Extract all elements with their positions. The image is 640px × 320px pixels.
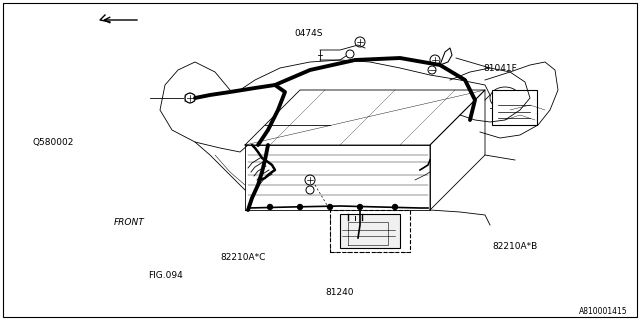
- Text: A810001415: A810001415: [579, 308, 627, 316]
- Text: FRONT: FRONT: [114, 218, 145, 227]
- Text: 82210A*C: 82210A*C: [220, 253, 266, 262]
- Text: 0474S: 0474S: [294, 29, 323, 38]
- Text: FIG.094: FIG.094: [148, 271, 182, 280]
- Text: Q580002: Q580002: [32, 138, 74, 147]
- Circle shape: [268, 204, 273, 210]
- Bar: [330, 210, 410, 252]
- Circle shape: [358, 204, 362, 210]
- Text: 81240: 81240: [325, 288, 353, 297]
- Circle shape: [392, 204, 397, 210]
- Bar: [340, 214, 400, 248]
- Text: 81041F: 81041F: [483, 64, 517, 73]
- Bar: [492, 90, 537, 125]
- Circle shape: [298, 204, 303, 210]
- Circle shape: [328, 204, 333, 210]
- Text: 82210A*B: 82210A*B: [493, 242, 538, 251]
